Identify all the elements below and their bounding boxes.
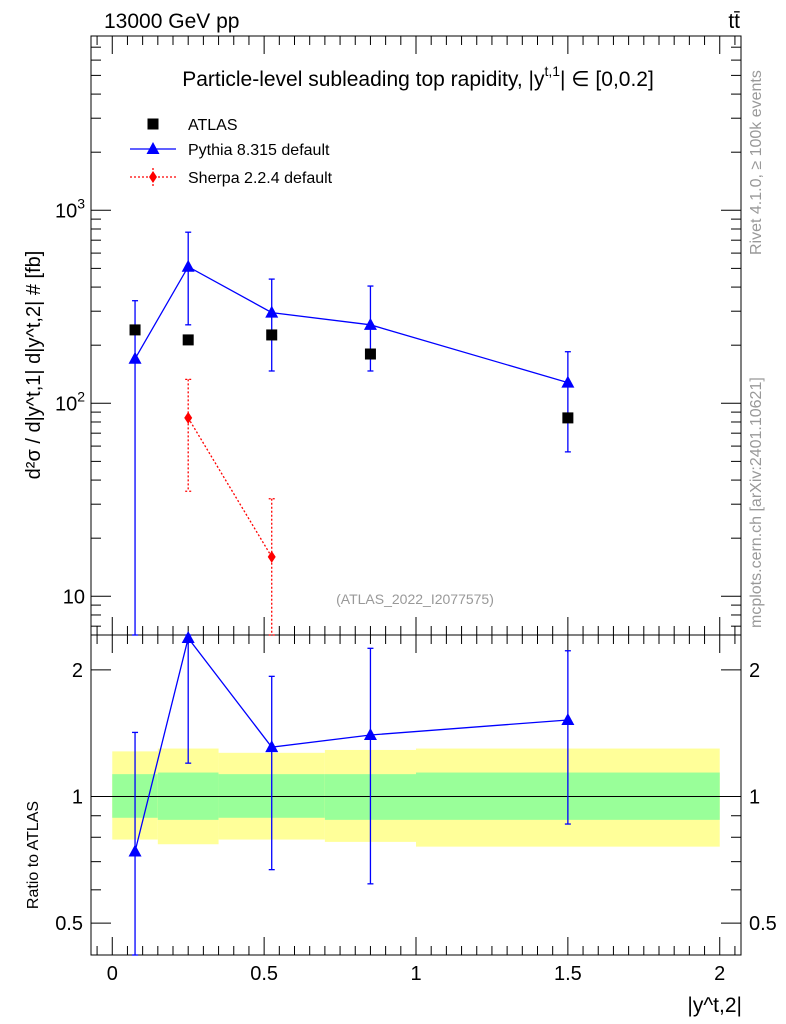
ratio-pythia-point [128, 844, 142, 857]
sherpa-point [267, 550, 276, 563]
energy-label: 13000 GeV pp [104, 10, 239, 33]
pythia-point [363, 317, 377, 330]
atlas-point [182, 334, 194, 346]
ytick-exponent: 3 [77, 195, 85, 211]
ratio-ytick-label: 0.5 [55, 913, 83, 935]
pythia-point [265, 305, 279, 318]
legend-pythia-marker [146, 142, 160, 154]
rivet-label: Rivet 4.1.0, ≥ 100k events [748, 70, 765, 255]
x-tick-label: 2 [714, 963, 725, 985]
ratio-pythia-point [363, 728, 377, 741]
pythia-point [181, 259, 195, 272]
legend-sherpa-label: Sherpa 2.2.4 default [188, 170, 333, 187]
ratio-pythia-point [265, 740, 279, 753]
title-main: Particle-level subleading top rapidity, … [182, 68, 545, 91]
x-tick-label: 0 [107, 963, 118, 985]
analysis-watermark: (ATLAS_2022_I2077575) [336, 591, 494, 607]
x-axis-label: |y^t,2| [687, 994, 742, 1017]
main-ytick-label: 102 [55, 388, 85, 415]
main-ytick-label: 10 [63, 586, 85, 608]
ratio-ylabel: Ratio to ATLAS [25, 801, 42, 909]
main-title: Particle-level subleading top rapidity, … [182, 63, 654, 91]
atlas-point [129, 324, 141, 336]
sherpa-line [187, 417, 273, 558]
ratio-ytick-label: 2 [72, 660, 83, 682]
pythia-line [134, 265, 569, 384]
title-sup: t,1 [544, 63, 560, 79]
pythia-point [561, 375, 575, 388]
main-ytick-label: 103 [55, 195, 85, 222]
ytick-exponent: 2 [77, 388, 85, 404]
sherpa-point [184, 411, 193, 424]
pythia-point [128, 351, 142, 364]
ratio-ytick-label-right: 0.5 [749, 913, 777, 935]
title-tail: | ∈ [0,0.2] [560, 68, 654, 91]
process-label: tt̄ [728, 10, 740, 33]
source-label: mcplots.cern.ch [arXiv:2401.10621] [748, 377, 765, 628]
ratio-pythia-point [561, 712, 575, 725]
legend-sherpa-marker [149, 171, 157, 183]
atlas-point [562, 412, 574, 424]
main-ylabel-text: d²σ / d|y^t,1| d|y^t,2| # [fb] [23, 251, 45, 480]
ytick-base: 10 [63, 586, 85, 608]
atlas-point [364, 348, 376, 360]
ytick-base: 10 [55, 393, 77, 415]
x-tick-label: 1 [410, 963, 421, 985]
atlas-point [266, 329, 278, 341]
ratio-ytick-label-right: 2 [749, 660, 760, 682]
legend-atlas-marker [147, 118, 159, 130]
legend-atlas-label: ATLAS [188, 117, 238, 134]
legend-pythia-label: Pythia 8.315 default [188, 142, 330, 159]
ratio-ytick-label-right: 1 [749, 786, 760, 808]
main-ylabel: d²σ / d|y^t,1| d|y^t,2| # [fb] [23, 251, 45, 480]
ytick-base: 10 [55, 200, 77, 222]
x-tick-label: 0.5 [250, 963, 278, 985]
x-tick-label: 1.5 [554, 963, 582, 985]
ratio-ytick-label: 1 [72, 786, 83, 808]
ratio-pythia-point [181, 631, 195, 644]
